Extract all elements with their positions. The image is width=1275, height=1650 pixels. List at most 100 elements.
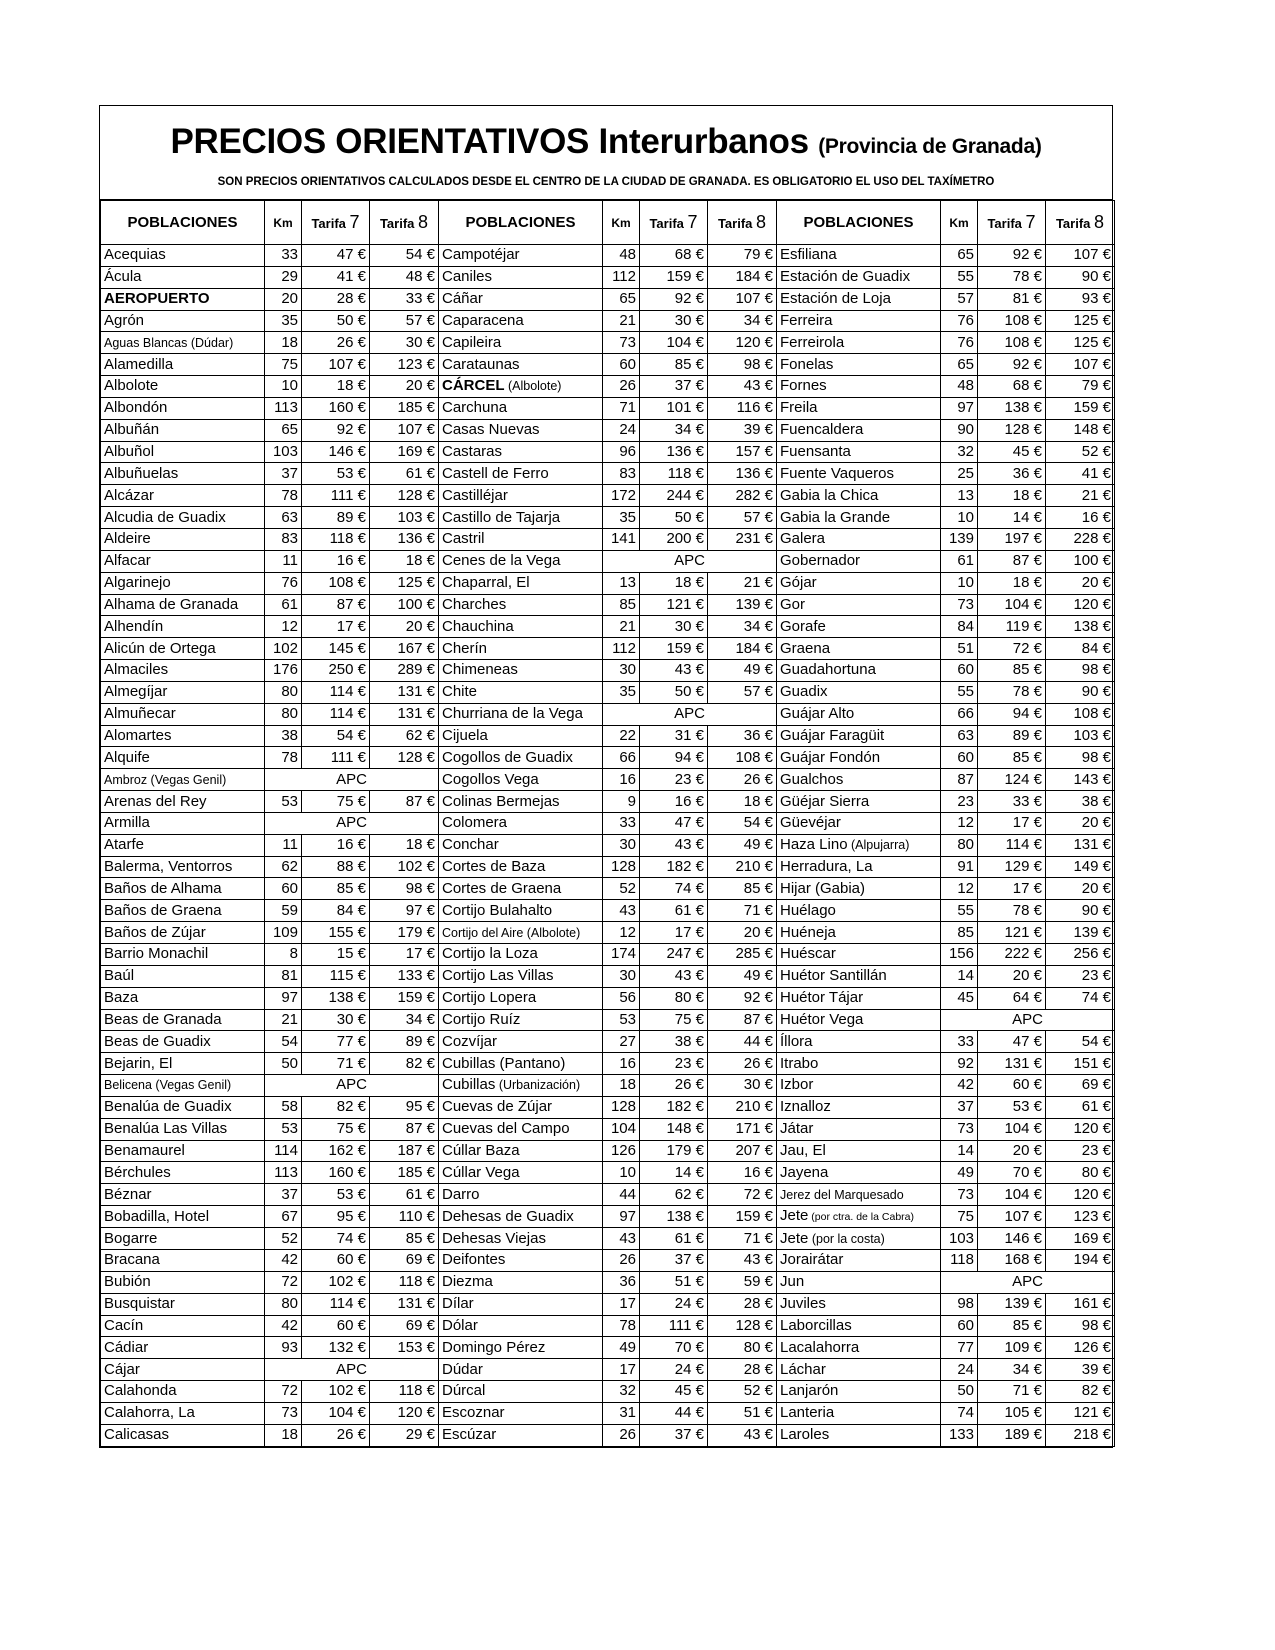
- town-name: Cherín: [438, 637, 603, 661]
- town-name: Guájar Alto: [776, 702, 941, 726]
- table-row: Beas de Granada 21 30 €34 € Cortijo Ruíz 53 7…: [100, 1008, 1115, 1032]
- tarifa-7-price: 131 €: [977, 1052, 1046, 1076]
- km-value: 91: [940, 855, 978, 879]
- town-name: Belicena (Vegas Genil): [100, 1074, 265, 1097]
- tarifa-7-price: 23 €: [639, 768, 708, 792]
- town-name: Guadix: [776, 680, 941, 704]
- town-name: Cúllar Vega: [438, 1161, 603, 1185]
- km-value: 13: [940, 484, 978, 508]
- town-name: Freila: [776, 396, 941, 420]
- tarifa-8-price: 184 €: [707, 265, 777, 289]
- tarifa-8-price: 95 €: [369, 1095, 439, 1119]
- tarifa-7-price: 78 €: [977, 899, 1046, 923]
- town-name-main: AEROPUERTO: [104, 290, 210, 308]
- tarifa-8-price: 57 €: [707, 680, 777, 704]
- km-value: 60: [940, 1314, 978, 1338]
- tarifa-7-price: 85 €: [977, 746, 1046, 770]
- km-value: 53: [264, 1117, 302, 1141]
- table-row: AEROPUERTO 20 28 €33 € Cáñar 65 92 €107 € Esta…: [100, 287, 1115, 311]
- tarifa-7-price: 50 €: [639, 680, 708, 704]
- tarifa-7-price: 68 €: [977, 375, 1046, 398]
- town-name: Castillo de Tajarja: [438, 506, 603, 529]
- km-value: 71: [602, 396, 640, 420]
- tarifa-8-price: 17 €: [369, 943, 439, 966]
- town-name: Alhama de Granada: [100, 593, 265, 617]
- tarifa-8-price: 121 €: [1045, 1401, 1115, 1425]
- apc-label: APC: [940, 1008, 1115, 1032]
- town-name: Cortijo Las Villas: [438, 964, 603, 988]
- tarifa-7-price: 51 €: [639, 1270, 708, 1294]
- tarifa-7-price: 75 €: [301, 790, 370, 813]
- town-name: Castell de Ferro: [438, 462, 603, 486]
- tarifa-7-price: 200 €: [639, 527, 708, 551]
- tarifa-8-price: 157 €: [707, 440, 777, 464]
- km-value: 60: [940, 659, 978, 682]
- tarifa-7-price: 138 €: [977, 396, 1046, 420]
- tarifa-7-price: 60 €: [301, 1248, 370, 1272]
- tarifa-7-price: 104 €: [977, 1183, 1046, 1207]
- town-name: Acequias: [100, 244, 265, 267]
- table-row: Cacín 42 60 €69 € Dólar 78 111 €128 € Laborcil…: [100, 1314, 1115, 1338]
- km-value: 32: [940, 440, 978, 464]
- tarifa-7-price: 108 €: [301, 571, 370, 595]
- tarifa-7-price: 108 €: [977, 309, 1046, 333]
- km-value: 128: [602, 1095, 640, 1119]
- town-name: Guadahortuna: [776, 659, 941, 682]
- tarifa-7-price: 94 €: [639, 746, 708, 770]
- town-name: Benalúa Las Villas: [100, 1117, 265, 1141]
- km-value: 21: [602, 615, 640, 639]
- tarifa-7-price: 108 €: [977, 331, 1046, 355]
- town-name: Gualchos: [776, 768, 941, 792]
- tarifa-7-price: 136 €: [639, 440, 708, 464]
- town-name: Fuencaldera: [776, 418, 941, 442]
- tarifa-7-price: 162 €: [301, 1139, 370, 1163]
- town-name: Cijuela: [438, 724, 603, 748]
- km-value: 21: [264, 1008, 302, 1032]
- town-name: Conchar: [438, 833, 603, 857]
- tarifa-8-price: 38 €: [1045, 790, 1115, 813]
- town-name: Castril: [438, 527, 603, 551]
- tarifa-7-price: 47 €: [301, 244, 370, 267]
- km-value: 57: [940, 287, 978, 311]
- km-value: 10: [602, 1161, 640, 1185]
- tarifa-8-price: 79 €: [707, 244, 777, 267]
- town-name: Alquife: [100, 746, 265, 770]
- tarifa-7-price: 89 €: [977, 724, 1046, 748]
- km-value: 113: [264, 396, 302, 420]
- km-value: 172: [602, 484, 640, 508]
- km-value: 139: [940, 527, 978, 551]
- town-name: Graena: [776, 637, 941, 661]
- tarifa-7-price: 105 €: [977, 1401, 1046, 1425]
- tarifa-7-price: 102 €: [301, 1270, 370, 1294]
- tarifa-7-price: 37 €: [639, 375, 708, 398]
- km-value: 30: [602, 659, 640, 682]
- km-value: 14: [940, 1139, 978, 1163]
- table-row: Beas de Guadix 54 77 €89 € Cozvíjar 27 38 €44…: [100, 1030, 1115, 1054]
- town-name: Cortijo del Aire (Albolote): [438, 921, 603, 944]
- km-value: 8: [264, 943, 302, 966]
- header-tarifa-number: 8: [1094, 212, 1105, 232]
- tarifa-8-price: 84 €: [1045, 637, 1115, 661]
- town-name: Albondón: [100, 396, 265, 420]
- km-value: 44: [602, 1183, 640, 1207]
- km-value: 24: [602, 418, 640, 442]
- town-name: Herradura, La: [776, 855, 941, 879]
- town-name: Iznalloz: [776, 1095, 941, 1119]
- table-row: Acequias 33 47 €54 € Campotéjar 48 68 €79 € Es…: [100, 244, 1115, 267]
- tarifa-7-price: 95 €: [301, 1205, 370, 1229]
- town-name: Escoznar: [438, 1401, 603, 1425]
- tarifa-8-price: 100 €: [1045, 549, 1115, 573]
- town-name: Cáñar: [438, 287, 603, 311]
- km-value: 85: [940, 921, 978, 944]
- tarifa-8-price: 36 €: [707, 724, 777, 748]
- table-row: Baza 97 138 €159 € Cortijo Lopera 56 80 €92 €…: [100, 986, 1115, 1010]
- km-value: 26: [602, 1423, 640, 1447]
- tarifa-7-price: 33 €: [977, 790, 1046, 813]
- tarifa-8-price: 125 €: [1045, 309, 1115, 333]
- town-name: Itrabo: [776, 1052, 941, 1076]
- tarifa-7-price: 92 €: [301, 418, 370, 442]
- table-row: Almegíjar 80 114 €131 € Chite 35 50 €57 € Guad…: [100, 680, 1115, 704]
- tarifa-7-price: 62 €: [639, 1183, 708, 1207]
- town-name: Cozvíjar: [438, 1030, 603, 1054]
- tarifa-7-price: 104 €: [301, 1401, 370, 1425]
